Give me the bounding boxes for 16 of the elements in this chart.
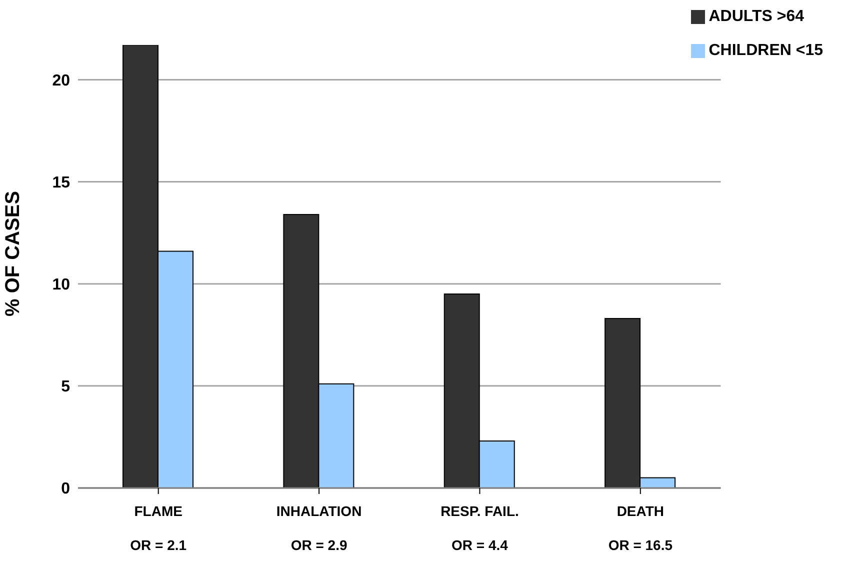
x-tick-label: INHALATION — [276, 503, 362, 519]
x-tick-label: RESP. FAIL. — [440, 503, 519, 519]
y-tick-label: 15 — [52, 174, 70, 192]
text: OR = 16.5 — [608, 537, 673, 553]
text: OR = 4.4 — [452, 537, 508, 553]
legend-label: CHILDREN <15 — [708, 42, 823, 59]
y-tick-label: 20 — [52, 72, 70, 90]
y-tick-label: 0 — [61, 480, 70, 498]
x-tick-label: DEATH — [616, 503, 664, 519]
legend-label: ADULTS >64 — [708, 8, 804, 25]
text: OR = 2.1 — [130, 537, 187, 553]
x-tick-label: FLAME — [134, 503, 182, 519]
y-tick-label: 10 — [52, 276, 70, 294]
y-axis-title: % OF CASES — [2, 190, 24, 316]
y-tick-label: 5 — [61, 378, 70, 396]
text: OR = 2.9 — [290, 537, 348, 553]
